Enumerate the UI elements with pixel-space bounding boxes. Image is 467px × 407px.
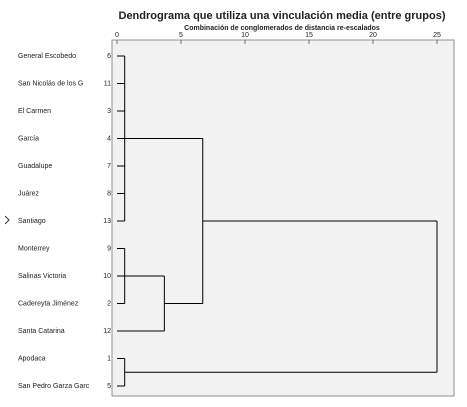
x-tick-label: 25 bbox=[433, 32, 441, 39]
leaf-label: Salinas Victoria bbox=[18, 273, 66, 280]
leaf-label: Monterrey bbox=[18, 245, 50, 252]
case-number: 3 bbox=[107, 108, 111, 115]
leaf-label: El Carmen bbox=[18, 108, 51, 115]
leaf-label: Apodaca bbox=[18, 355, 46, 362]
x-axis-label: Combinación de conglomerados de distanci… bbox=[184, 25, 380, 32]
chart-title: Dendrograma que utiliza una vinculación … bbox=[119, 10, 446, 22]
row-marker bbox=[4, 215, 10, 225]
case-number: 11 bbox=[104, 80, 111, 87]
x-tick-label: 20 bbox=[369, 32, 377, 39]
case-number: 12 bbox=[103, 328, 111, 335]
case-number: 6 bbox=[107, 53, 111, 60]
case-number: 7 bbox=[107, 163, 111, 170]
plot-area bbox=[111, 39, 455, 397]
case-number: 13 bbox=[103, 218, 111, 225]
leaf-label: San Nicolás de los G bbox=[18, 80, 83, 87]
leaf-label: Cadereyta Jiménez bbox=[18, 300, 79, 307]
leaf-label: San Pedro Garza Garc bbox=[18, 383, 90, 390]
leaf-label: General Escobedo bbox=[18, 53, 76, 60]
x-tick-label: 5 bbox=[179, 32, 183, 39]
case-number: 8 bbox=[107, 190, 111, 197]
x-tick-label: 10 bbox=[241, 32, 249, 39]
leaf-label: Guadalupe bbox=[18, 163, 52, 170]
case-number: 9 bbox=[107, 245, 111, 252]
x-tick-label: 15 bbox=[305, 32, 313, 39]
leaf-label: Santiago bbox=[18, 218, 46, 225]
leaf-label: Santa Catarina bbox=[18, 328, 65, 335]
x-tick-label: 0 bbox=[115, 32, 119, 39]
leaf-label: Juárez bbox=[18, 190, 40, 197]
case-number: 10 bbox=[103, 273, 111, 280]
case-number: 1 bbox=[107, 355, 111, 362]
case-number: 4 bbox=[107, 135, 111, 142]
leaf-label: García bbox=[18, 135, 39, 142]
case-number: 5 bbox=[107, 383, 111, 390]
case-number: 2 bbox=[107, 300, 111, 307]
